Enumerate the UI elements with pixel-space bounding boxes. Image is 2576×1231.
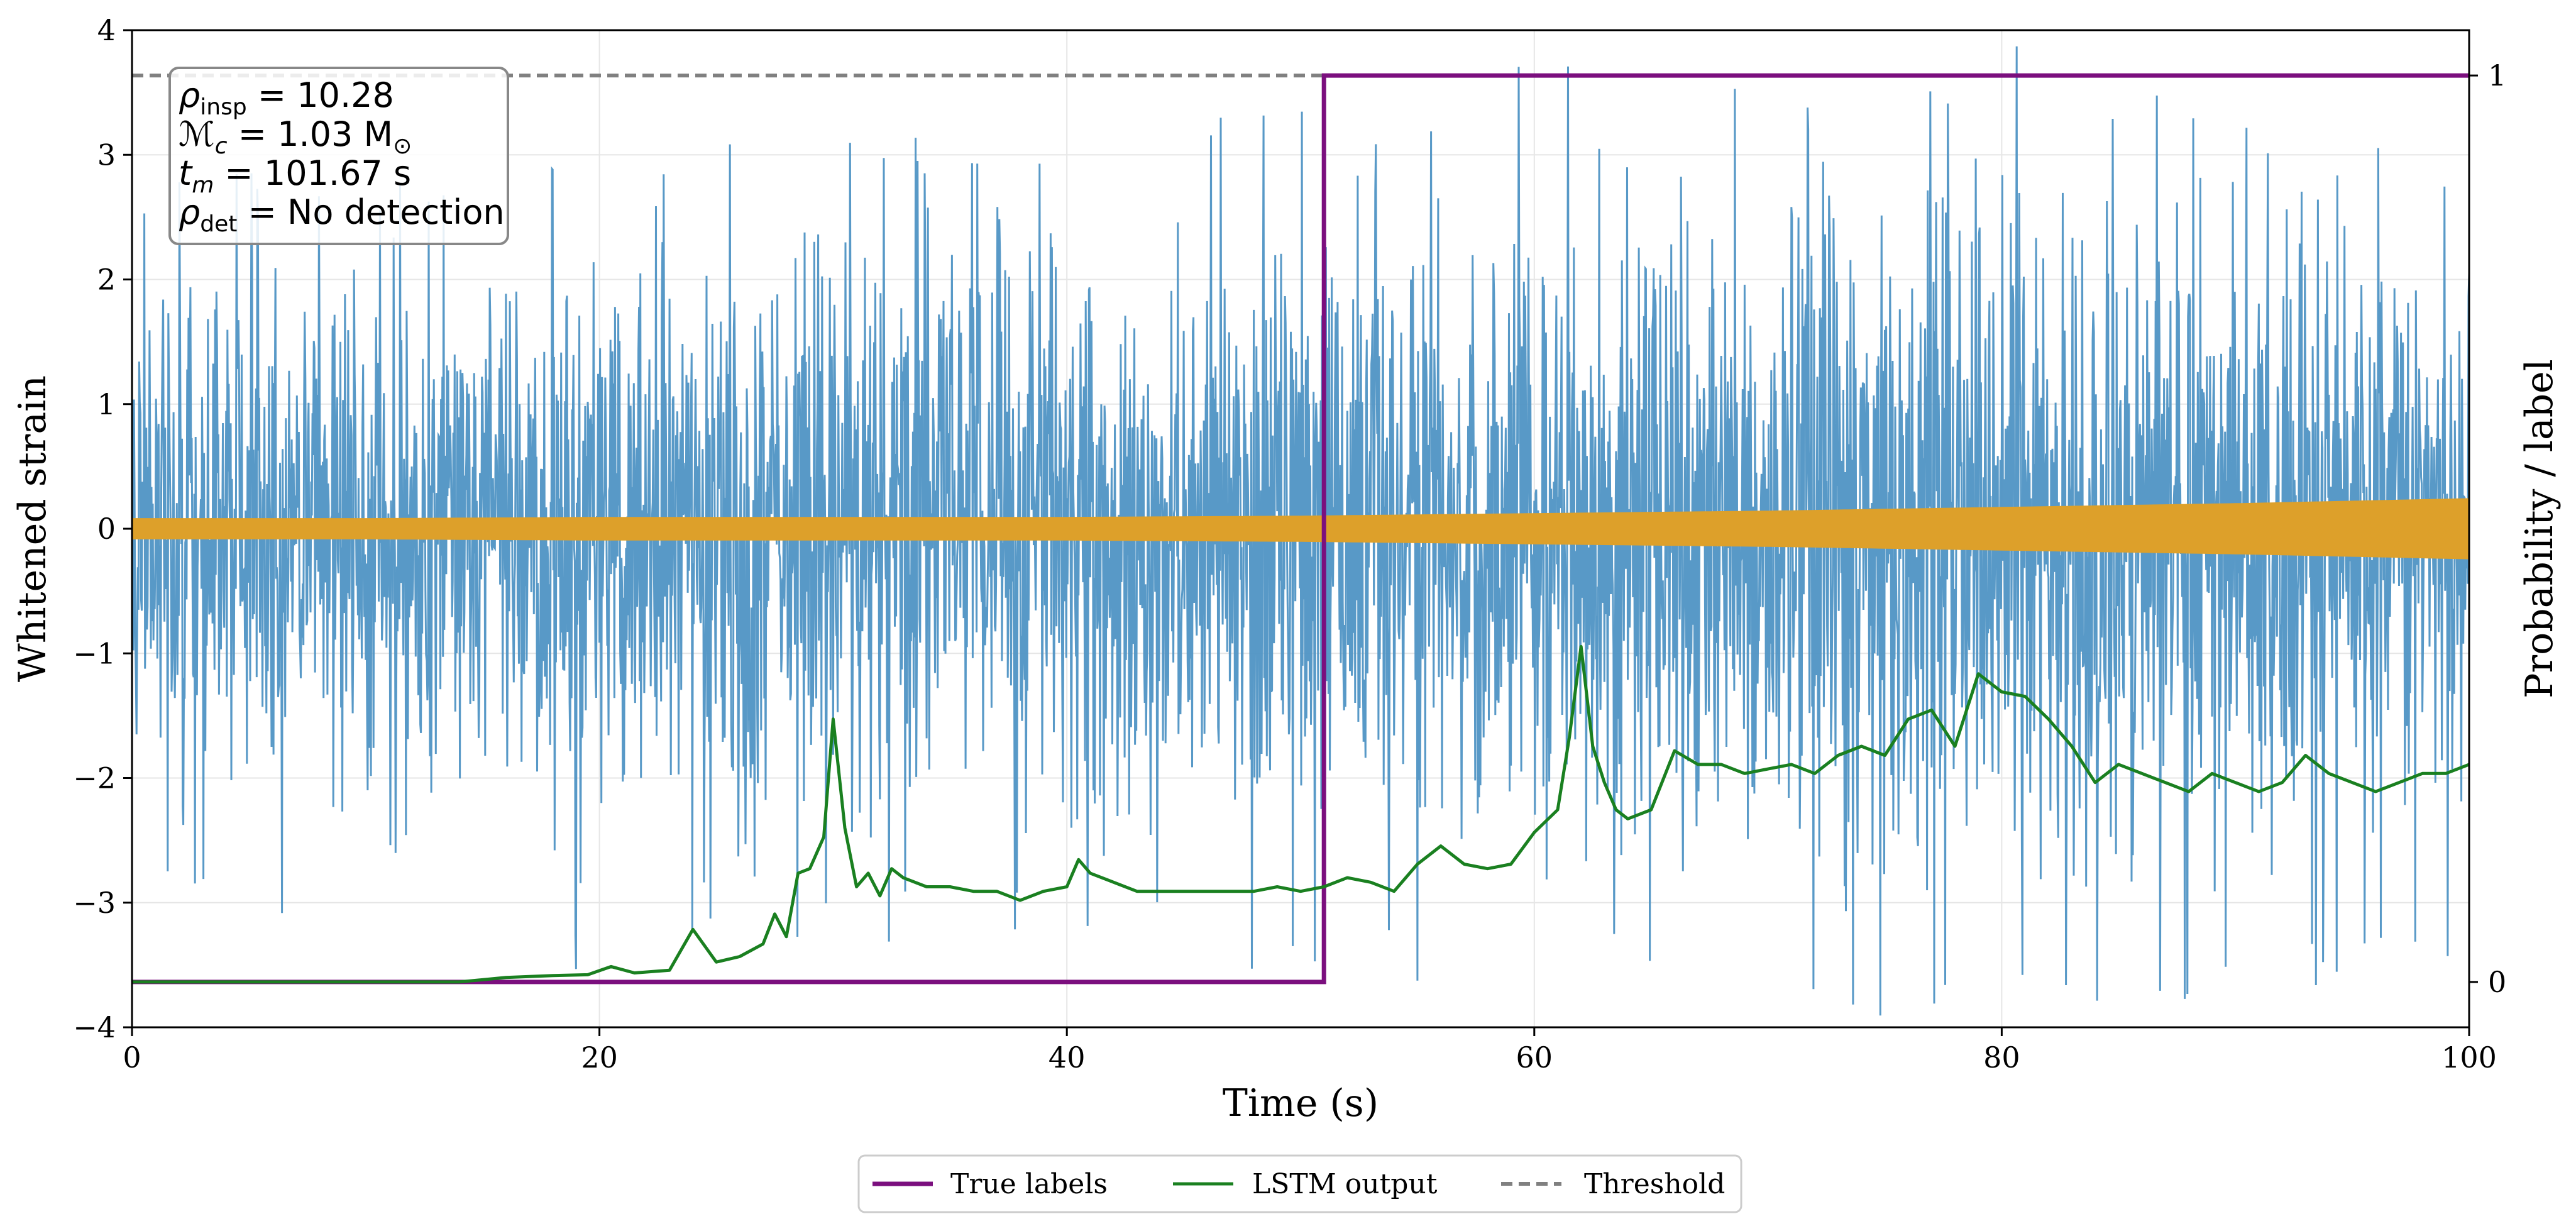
y-tick-left-label: 2 [97,263,116,297]
x-axis-label: Time (s) [1223,1081,1379,1125]
true-labels-line [132,73,2469,985]
info-line-merger-time: tm = 101.67 s [179,153,411,198]
x-tick-label: 80 [1983,1041,2020,1074]
y-tick-left-label: 3 [97,138,116,172]
info-box-frame [168,67,509,245]
series-lstm-output [132,644,2469,984]
y-tick-left-label: −2 [73,761,116,795]
y-axis-left-ticks: −4 −3 −2 −1 0 1 2 3 4 [73,13,132,1044]
y-tick-left-label: 0 [97,512,116,546]
info-line-detection: ρdet = No detection [179,192,505,237]
x-tick-label: 0 [123,1041,141,1074]
x-tick-label: 20 [581,1041,618,1074]
y-axis-right-label: Probability / label [2518,359,2562,698]
series-whitened-strain [132,46,2469,1016]
signal-band [132,498,2469,560]
y-axis-right-ticks: 01 [2469,58,2506,999]
legend-frame [857,1154,1742,1213]
y-tick-right-label: 1 [2488,58,2506,92]
x-tick-label: 40 [1049,1041,1086,1074]
legend-label-lstm-output: LSTM output [1252,1168,1438,1200]
y-tick-left-label: −1 [73,636,116,670]
info-line-chirp-mass: ℳc = 1.03 M⊙ [179,114,412,159]
y-axis-left-label: Whitened strain [11,375,55,682]
series-injected-signal [132,498,2469,560]
legend: True labels LSTM output Threshold [857,1154,1742,1213]
legend-label-true-labels: True labels [950,1168,1108,1200]
series-true-labels [132,73,2469,985]
plot-area [132,46,2469,1016]
y-tick-right-label: 0 [2488,965,2506,999]
info-box: ρinsp = 10.28 ℳc = 1.03 M⊙ tm = 101.67 s… [168,67,509,245]
x-axis-ticks: 0 20 40 60 80 100 [123,1027,2497,1074]
strain-line [132,46,2469,1016]
legend-label-threshold: Threshold [1584,1168,1725,1200]
lstm-output-line [132,644,2469,984]
y-tick-left-label: −3 [73,886,116,920]
y-tick-left-label: 4 [97,13,116,47]
x-tick-label: 100 [2441,1041,2497,1074]
y-tick-left-label: 1 [97,387,116,421]
info-line-snr: ρinsp = 10.28 [179,75,394,120]
y-tick-left-label: −4 [73,1010,116,1044]
x-tick-label: 60 [1516,1041,1553,1074]
